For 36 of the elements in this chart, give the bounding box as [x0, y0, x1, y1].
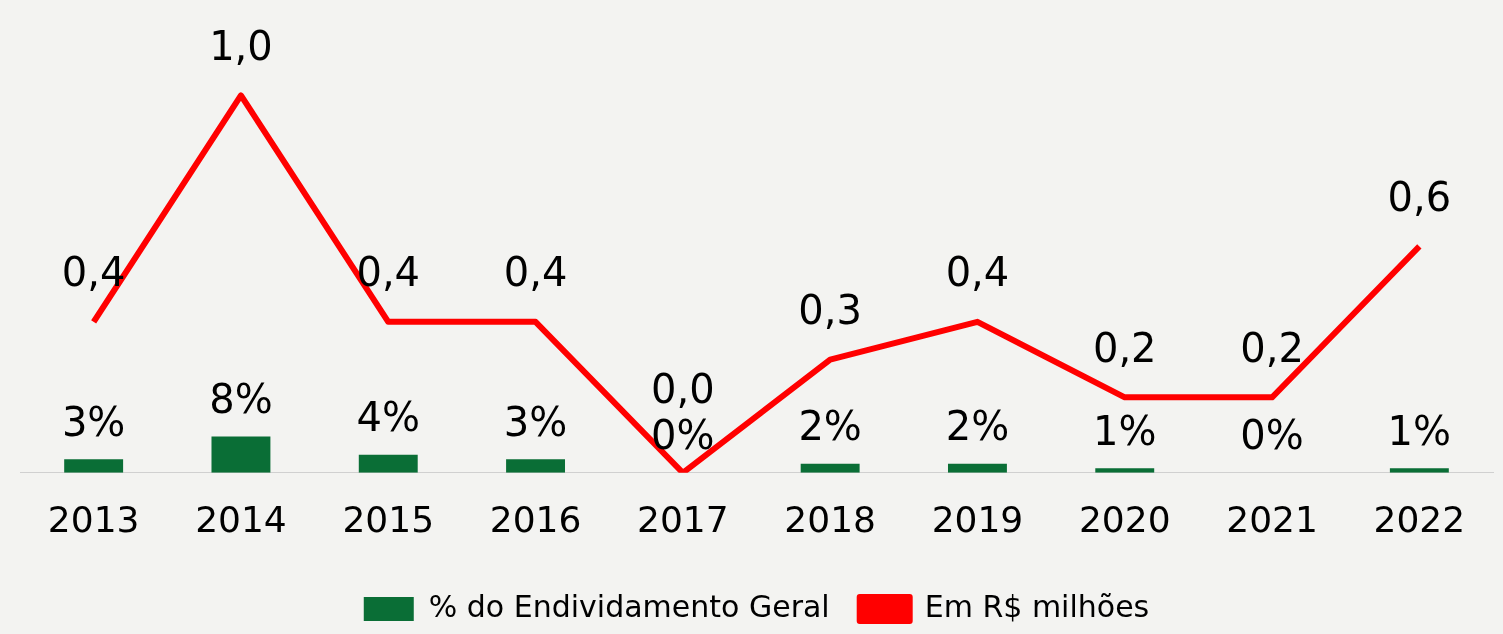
data-label: 1,0 — [209, 22, 273, 69]
x-tick-label: 2020 — [1078, 498, 1171, 540]
x-tick-label: 2015 — [342, 498, 435, 540]
bar — [506, 459, 566, 473]
x-tick-label: 2021 — [1226, 498, 1318, 540]
data-label: 1% — [1387, 407, 1452, 454]
x-tick-label: 2017 — [637, 498, 729, 540]
data-label: 0,2 — [1240, 324, 1304, 371]
legend-label: Em R$ milhões — [924, 588, 1150, 624]
data-label: 3% — [503, 398, 568, 445]
data-label: 0,6 — [1387, 173, 1452, 220]
data-label: 0% — [1240, 412, 1304, 459]
bar — [64, 459, 124, 473]
x-tick-label: 2018 — [784, 498, 876, 540]
data-label: 0,3 — [798, 286, 862, 333]
data-label: 0,0 — [651, 366, 715, 413]
data-label: 0,4 — [356, 249, 421, 296]
data-label: 2% — [798, 403, 862, 450]
data-label: 0,4 — [503, 249, 568, 296]
data-label: 2% — [945, 403, 1010, 450]
x-tick-label: 2013 — [47, 498, 140, 540]
data-label: 8% — [209, 375, 273, 422]
x-tick-label: 2016 — [489, 498, 582, 540]
legend-label: % do Endividamento Geral — [428, 588, 830, 624]
data-label: 0% — [651, 412, 715, 459]
data-label: 1% — [1093, 407, 1157, 454]
data-label: 0,2 — [1092, 324, 1157, 371]
bar — [211, 436, 271, 473]
data-label: 3% — [61, 398, 126, 445]
x-tick-label: 2019 — [931, 498, 1024, 540]
bar — [358, 454, 418, 473]
data-label: 0,4 — [61, 249, 126, 296]
data-label: 4% — [356, 394, 420, 441]
x-tick-label: 2022 — [1373, 498, 1466, 540]
data-label: 0,4 — [945, 249, 1010, 296]
x-tick-label: 2014 — [195, 498, 287, 540]
